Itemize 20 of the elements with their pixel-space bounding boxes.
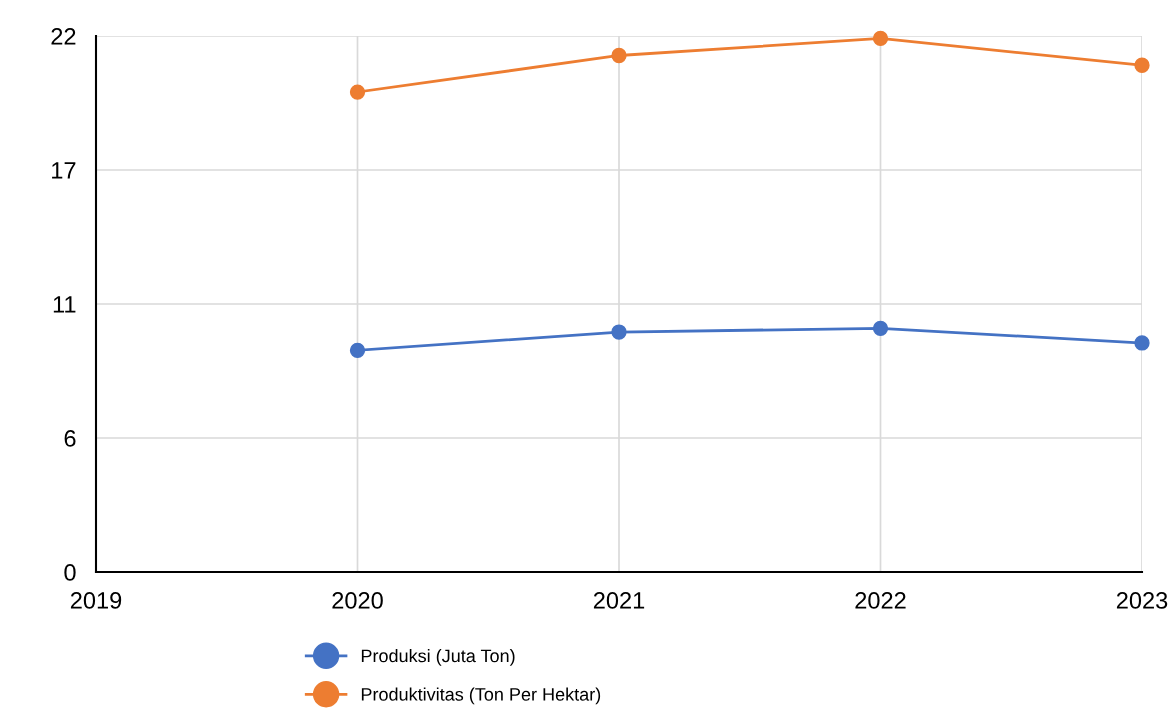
point bbox=[1134, 57, 1150, 73]
x-tick-label: 2023 bbox=[1116, 592, 1168, 609]
point bbox=[349, 342, 366, 358]
point bbox=[872, 30, 889, 47]
x-tick-label: 2020 bbox=[332, 592, 383, 609]
legend-label: Produktivitas (Ton Per Hektar) bbox=[361, 687, 601, 705]
point bbox=[1134, 335, 1150, 351]
point bbox=[872, 320, 889, 337]
y-tick-label: 11 bbox=[53, 296, 76, 313]
y-tick-label: 22 bbox=[51, 28, 76, 45]
point bbox=[349, 84, 366, 100]
y-tick-label: 0 bbox=[64, 564, 76, 581]
x-tick-label: 2022 bbox=[855, 592, 906, 609]
x-tick-label: 2019 bbox=[70, 592, 122, 609]
x-tick-label: 2021 bbox=[593, 592, 645, 609]
legend-label: Produksi (Juta Ton) bbox=[361, 649, 515, 666]
y-tick-label: 17 bbox=[52, 162, 76, 179]
y-tick-label: 6 bbox=[64, 430, 76, 447]
point bbox=[611, 324, 627, 340]
point bbox=[611, 47, 627, 64]
